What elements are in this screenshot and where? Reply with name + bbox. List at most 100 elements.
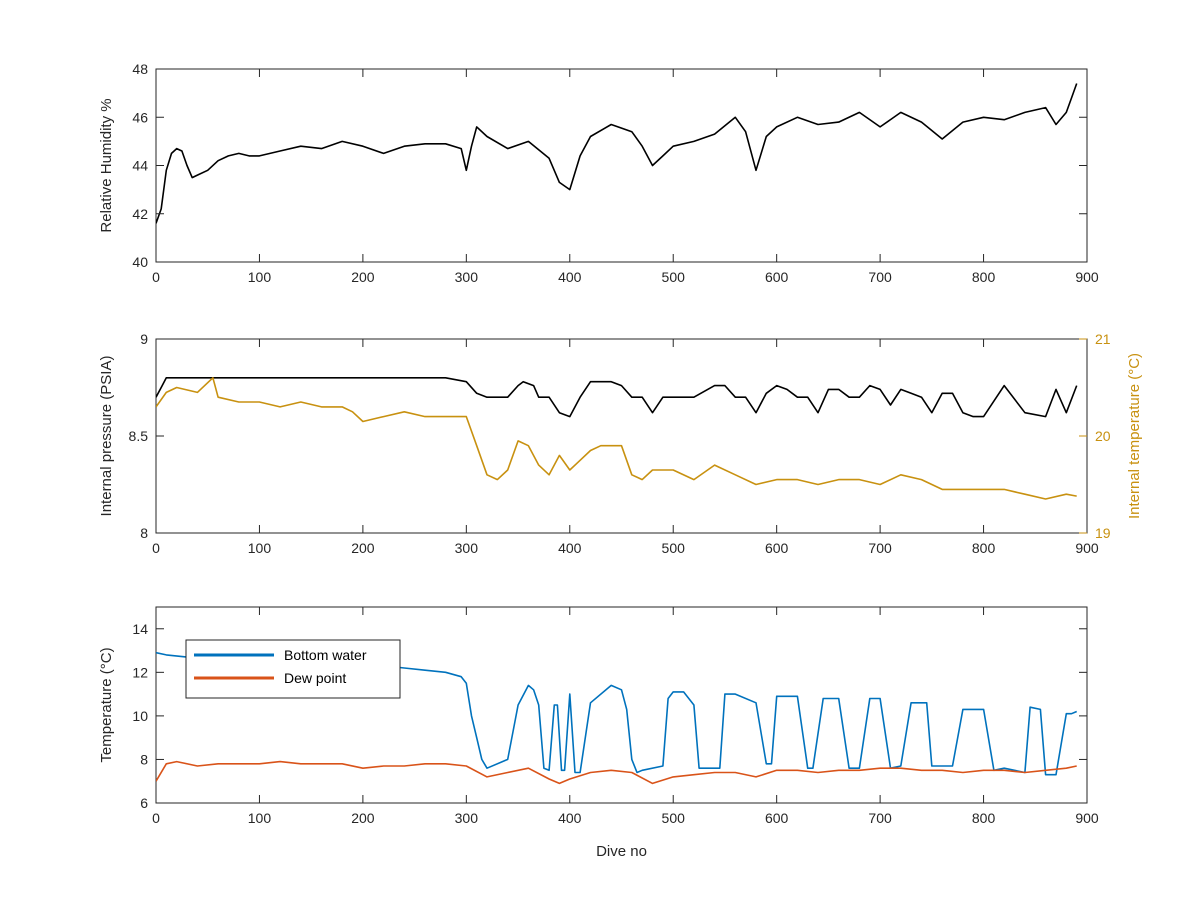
chart-2-series-0-point bbox=[564, 770, 566, 772]
chart-0-series-0-point bbox=[466, 170, 468, 172]
chart-2-series-0-point bbox=[641, 770, 643, 772]
chart-0-series-0-point bbox=[1066, 112, 1068, 114]
chart-2-series-0-point bbox=[155, 652, 157, 654]
chart-1-series-0-point bbox=[497, 396, 499, 398]
chart-1-series-1-point bbox=[559, 455, 561, 457]
chart-0-series-0-point bbox=[766, 136, 768, 138]
chart-0-series-0-point bbox=[714, 133, 716, 135]
chart-1-series-1-point bbox=[1076, 495, 1078, 497]
chart-1-series-1-point bbox=[641, 479, 643, 481]
chart-0-series-0-line bbox=[156, 83, 1078, 224]
chart-0-series-0-point bbox=[569, 189, 571, 191]
chart-2-series-0-point bbox=[771, 763, 773, 765]
chart-1-series-0-point bbox=[900, 389, 902, 391]
chart-0-series-0-point bbox=[797, 117, 799, 119]
chart-2-series-0-point bbox=[983, 709, 985, 711]
chart-2-series-0-point bbox=[590, 702, 592, 704]
chart-1-ytick-label: 8.5 bbox=[129, 428, 149, 444]
chart-1-series-1-point bbox=[838, 479, 840, 481]
chart-1-series-1-point bbox=[476, 445, 478, 447]
chart-2-series-0-point bbox=[574, 772, 576, 774]
chart-2-series-0-point bbox=[807, 767, 809, 769]
chart-0-axes-frame bbox=[155, 68, 1088, 263]
chart-1-series-0-point bbox=[538, 396, 540, 398]
chart-2-series-0-point bbox=[471, 715, 473, 717]
chart-0-ytick-label: 48 bbox=[132, 61, 148, 77]
chart-0-series-0-point bbox=[160, 208, 162, 210]
chart-1-xtick-label: 900 bbox=[1075, 540, 1099, 556]
chart-1-series-1-point bbox=[1045, 498, 1047, 500]
chart-1-series-0-point bbox=[362, 377, 364, 379]
chart-1-series-0-point bbox=[476, 393, 478, 395]
chart-0-ytick-label: 44 bbox=[132, 158, 148, 174]
chart-0-series-0-point bbox=[1045, 107, 1047, 109]
chart-0-series-0-point bbox=[672, 145, 674, 147]
chart-2-series-1-point bbox=[797, 770, 799, 772]
chart-2-series-0-point bbox=[724, 693, 726, 695]
chart-0-ytick-label: 40 bbox=[132, 254, 148, 270]
chart-2-series-1-point bbox=[1076, 765, 1078, 767]
chart-1-series-0-point bbox=[962, 412, 964, 414]
chart-0-series-0-point bbox=[460, 148, 462, 150]
chart-2-xtick-label: 800 bbox=[972, 810, 996, 826]
chart-1-series-0-point bbox=[1045, 416, 1047, 418]
chart-2-series-0-point bbox=[569, 693, 571, 695]
chart-2-series-1-point bbox=[559, 783, 561, 785]
chart-2-series-1-point bbox=[921, 770, 923, 772]
chart-2-series-0-point bbox=[900, 765, 902, 767]
chart-0-series-0-point bbox=[590, 136, 592, 138]
chart-2-series-1-point bbox=[238, 763, 240, 765]
chart-1-series-1-point bbox=[590, 450, 592, 452]
chart-2-series-0-point bbox=[543, 767, 545, 769]
chart-2-axes-frame bbox=[155, 606, 1088, 804]
chart-0-series-0-point bbox=[321, 148, 323, 150]
chart-2-series-0-point bbox=[874, 698, 876, 700]
chart-2-series-0-point bbox=[557, 704, 559, 706]
chart-0-series-0-point bbox=[248, 155, 250, 157]
chart-1-series-0-point bbox=[890, 404, 892, 406]
chart-1-series-0-point bbox=[828, 389, 830, 391]
chart-1-series-1-point bbox=[259, 401, 261, 403]
chart-1-series-0-point bbox=[693, 396, 695, 398]
chart-2-legend-label: Dew point bbox=[284, 670, 346, 686]
chart-1-series-1-point bbox=[569, 469, 571, 471]
chart-0-xtick-label: 0 bbox=[152, 269, 160, 285]
chart-1-series-0-point bbox=[155, 396, 157, 398]
chart-2-series-1-point bbox=[383, 765, 385, 767]
chart-2-series-0-point bbox=[476, 737, 478, 739]
chart-1-xtick-label: 600 bbox=[765, 540, 789, 556]
chart-2-ytick-label: 8 bbox=[140, 751, 148, 767]
chart-0-series-0-point bbox=[259, 155, 261, 157]
chart-1-ytick-right-label: 20 bbox=[1095, 428, 1111, 444]
chart-2-series-0-point bbox=[517, 704, 519, 706]
chart-2-series-0-point bbox=[424, 669, 426, 671]
chart-1-series-1-point bbox=[859, 479, 861, 481]
chart-2-series-1-point bbox=[962, 772, 964, 774]
chart-1-series-1-point bbox=[279, 406, 281, 408]
chart-2-series-0-line bbox=[156, 651, 1078, 776]
chart-0-series-0-point bbox=[1003, 119, 1005, 121]
chart-0-series-0-point bbox=[528, 141, 530, 143]
chart-0-ytick-label: 46 bbox=[132, 109, 148, 125]
chart-1-series-0-point bbox=[631, 396, 633, 398]
chart-2-series-0-point bbox=[621, 689, 623, 691]
chart-2-series-0-point bbox=[755, 702, 757, 704]
chart-2-series-0-point bbox=[1029, 706, 1031, 708]
chart-2-xtick-label: 0 bbox=[152, 810, 160, 826]
chart-0-series-0-point bbox=[735, 117, 737, 119]
chart-1-series-0-point bbox=[931, 412, 933, 414]
chart-1-series-1-point bbox=[879, 484, 881, 486]
chart-1-series-1-point bbox=[166, 392, 168, 394]
chart-0-series-0-point bbox=[181, 150, 183, 152]
chart-2-series-0-point bbox=[683, 691, 685, 693]
chart-2-series-0-point bbox=[528, 685, 530, 687]
chart-2-ytick-label: 14 bbox=[132, 621, 148, 637]
chart-0-series-0-point bbox=[1024, 112, 1026, 114]
chart-2-series-0-point bbox=[797, 696, 799, 698]
chart-2: 0 100 200 300 400 500 600 700 800 900 6 8 10 12 14 Temp… bbox=[98, 606, 1099, 860]
chart-0-xtick-label: 100 bbox=[248, 269, 272, 285]
chart-1-ytick-right-label: 19 bbox=[1095, 525, 1111, 541]
chart-1-series-1-point bbox=[1003, 489, 1005, 491]
chart-1-ytick-label: 9 bbox=[140, 331, 148, 347]
chart-1-series-0-point bbox=[1066, 412, 1068, 414]
